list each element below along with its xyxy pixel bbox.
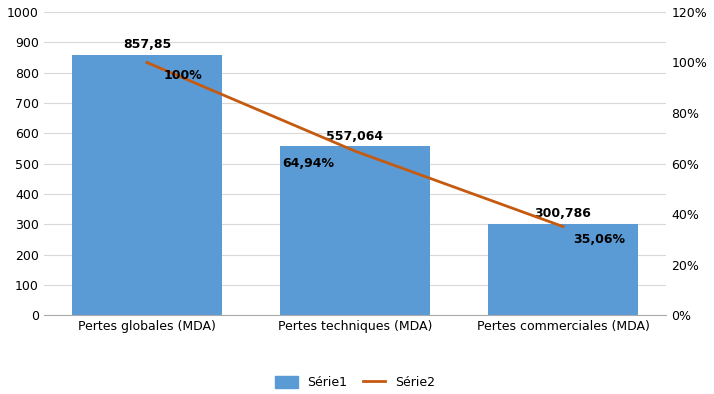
Legend: Série1, Série2: Série1, Série2 <box>268 370 441 394</box>
Text: 300,786: 300,786 <box>535 207 591 220</box>
Bar <box>72 55 222 315</box>
Text: 64,94%: 64,94% <box>282 158 334 171</box>
Text: 857,85: 857,85 <box>123 38 171 51</box>
Bar <box>280 146 430 315</box>
Text: 35,06%: 35,06% <box>573 233 625 246</box>
Text: 557,064: 557,064 <box>326 130 383 143</box>
Text: 100%: 100% <box>164 69 202 82</box>
Bar <box>488 224 638 315</box>
